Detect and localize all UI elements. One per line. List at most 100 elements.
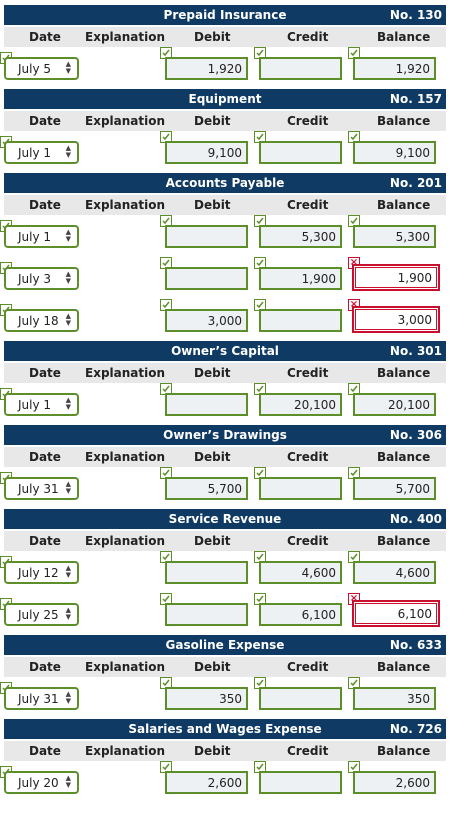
correct-check-icon xyxy=(348,47,360,59)
date-select[interactable]: July 25 ▲ ▼ xyxy=(4,603,79,626)
ledger-row: July 31 ▲ ▼ 5,700 5,700 xyxy=(0,467,468,507)
date-select[interactable]: July 5 ▲ ▼ xyxy=(4,57,79,80)
account-name: Service Revenue xyxy=(168,512,282,526)
column-explanation-label: Explanation xyxy=(85,114,166,128)
stepper-arrows-icon: ▲ ▼ xyxy=(65,396,71,411)
date-select[interactable]: July 20 ▲ ▼ xyxy=(4,771,79,794)
column-debit-label: Debit xyxy=(194,30,231,44)
debit-input[interactable]: 9,100 xyxy=(165,141,248,164)
column-credit-label: Credit xyxy=(287,744,329,758)
date-select[interactable]: July 31 ▲ ▼ xyxy=(4,687,79,710)
date-select[interactable]: July 18 ▲ ▼ xyxy=(4,309,79,332)
column-debit-label: Debit xyxy=(194,660,231,674)
column-date-label: Date xyxy=(29,30,61,44)
column-balance-label: Balance xyxy=(377,744,431,758)
ledger-row: July 31 ▲ ▼ 350 350 xyxy=(0,677,468,717)
column-date-label: Date xyxy=(29,534,61,548)
account-name: Owner’s Capital xyxy=(171,344,279,358)
stepper-arrows-icon: ▲ ▼ xyxy=(65,60,71,75)
stepper-arrows-icon: ▲ ▼ xyxy=(65,564,71,579)
date-select[interactable]: July 1 ▲ ▼ xyxy=(4,141,79,164)
debit-input[interactable] xyxy=(165,561,248,584)
debit-input[interactable]: 350 xyxy=(165,687,248,710)
column-date-label: Date xyxy=(29,366,61,380)
column-balance-label: Balance xyxy=(377,660,431,674)
debit-input[interactable] xyxy=(165,267,248,290)
balance-input[interactable]: 5,700 xyxy=(353,477,436,500)
account-title-bar: Equipment No. 157 xyxy=(4,89,446,109)
balance-input[interactable]: 4,600 xyxy=(353,561,436,584)
stepper-arrows-icon: ▲ ▼ xyxy=(65,144,71,159)
date-select[interactable]: July 1 ▲ ▼ xyxy=(4,393,79,416)
credit-input[interactable] xyxy=(259,687,342,710)
column-balance-label: Balance xyxy=(377,366,431,380)
ledger-row: July 20 ▲ ▼ 2,600 2,600 xyxy=(0,761,468,801)
credit-input[interactable] xyxy=(259,141,342,164)
column-credit-label: Credit xyxy=(287,198,329,212)
column-header: Date Explanation Debit Credit Balance xyxy=(4,27,446,47)
balance-input[interactable]: 3,000 xyxy=(352,306,440,333)
debit-input[interactable] xyxy=(165,603,248,626)
column-debit-label: Debit xyxy=(194,366,231,380)
credit-input[interactable] xyxy=(259,771,342,794)
balance-input[interactable]: 20,100 xyxy=(353,393,436,416)
credit-input[interactable] xyxy=(259,477,342,500)
balance-input[interactable]: 2,600 xyxy=(353,771,436,794)
date-value: July 20 xyxy=(18,776,59,790)
date-value: July 18 xyxy=(18,314,59,328)
balance-input[interactable]: 6,100 xyxy=(352,600,440,627)
date-select[interactable]: July 3 ▲ ▼ xyxy=(4,267,79,290)
balance-input[interactable]: 5,300 xyxy=(353,225,436,248)
date-select[interactable]: July 12 ▲ ▼ xyxy=(4,561,79,584)
column-explanation-label: Explanation xyxy=(85,30,166,44)
balance-input[interactable]: 9,100 xyxy=(353,141,436,164)
account-title-bar: Owner’s Capital No. 301 xyxy=(4,341,446,361)
column-header: Date Explanation Debit Credit Balance xyxy=(4,111,446,131)
column-header: Date Explanation Debit Credit Balance xyxy=(4,741,446,761)
debit-input[interactable]: 1,920 xyxy=(165,57,248,80)
balance-input[interactable]: 1,920 xyxy=(353,57,436,80)
debit-input[interactable]: 3,000 xyxy=(165,309,248,332)
ledger-row: July 1 ▲ ▼ 5,300 5,300 xyxy=(0,215,468,255)
column-explanation-label: Explanation xyxy=(85,660,166,674)
ledger-row: July 1 ▲ ▼ 20,100 20,100 xyxy=(0,383,468,423)
date-value: July 1 xyxy=(18,146,52,160)
column-balance-label: Balance xyxy=(377,114,431,128)
debit-input[interactable] xyxy=(165,393,248,416)
account-number: No. 306 xyxy=(389,428,442,442)
column-credit-label: Credit xyxy=(287,114,329,128)
column-explanation-label: Explanation xyxy=(85,366,166,380)
credit-input[interactable] xyxy=(259,57,342,80)
balance-input[interactable]: 350 xyxy=(353,687,436,710)
account-number: No. 201 xyxy=(389,176,442,190)
column-date-label: Date xyxy=(29,198,61,212)
credit-input[interactable]: 20,100 xyxy=(259,393,342,416)
column-date-label: Date xyxy=(29,114,61,128)
date-value: July 31 xyxy=(18,692,59,706)
account-title-bar: Owner’s Drawings No. 306 xyxy=(4,425,446,445)
column-date-label: Date xyxy=(29,660,61,674)
column-date-label: Date xyxy=(29,450,61,464)
debit-input[interactable]: 5,700 xyxy=(165,477,248,500)
column-credit-label: Credit xyxy=(287,450,329,464)
date-select[interactable]: July 31 ▲ ▼ xyxy=(4,477,79,500)
column-credit-label: Credit xyxy=(287,534,329,548)
column-debit-label: Debit xyxy=(194,198,231,212)
date-value: July 12 xyxy=(18,566,59,580)
credit-input[interactable] xyxy=(259,309,342,332)
column-explanation-label: Explanation xyxy=(85,450,166,464)
column-balance-label: Balance xyxy=(377,30,431,44)
credit-input[interactable]: 5,300 xyxy=(259,225,342,248)
ledger-row: July 5 ▲ ▼ 1,920 1,920 xyxy=(0,47,468,87)
debit-input[interactable] xyxy=(165,225,248,248)
date-value: July 25 xyxy=(18,608,59,622)
date-select[interactable]: July 1 ▲ ▼ xyxy=(4,225,79,248)
debit-input[interactable]: 2,600 xyxy=(165,771,248,794)
credit-input[interactable]: 6,100 xyxy=(259,603,342,626)
credit-input[interactable]: 4,600 xyxy=(259,561,342,584)
stepper-arrows-icon: ▲ ▼ xyxy=(65,228,71,243)
balance-input[interactable]: 1,900 xyxy=(352,264,440,291)
credit-input[interactable]: 1,900 xyxy=(259,267,342,290)
account-title-bar: Service Revenue No. 400 xyxy=(4,509,446,529)
correct-check-icon xyxy=(254,299,266,311)
